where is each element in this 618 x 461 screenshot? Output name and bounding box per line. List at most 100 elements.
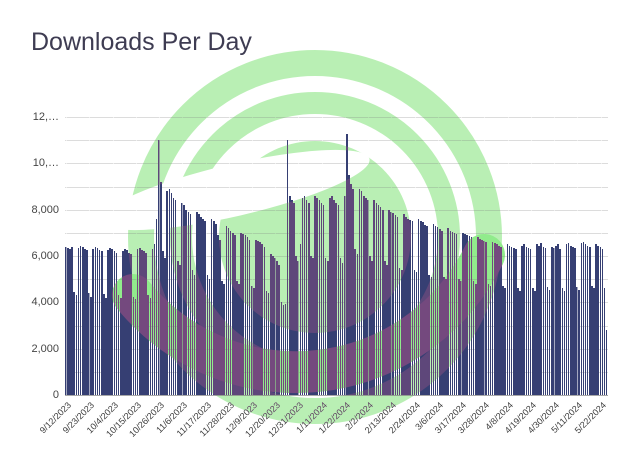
bar[interactable] [591, 286, 593, 395]
bar[interactable] [569, 245, 572, 395]
bar[interactable] [100, 251, 103, 395]
bar[interactable] [605, 330, 608, 395]
v-gridline [554, 117, 556, 395]
bar[interactable] [586, 245, 589, 395]
v-gridline [89, 117, 91, 395]
bar[interactable] [504, 288, 507, 395]
bar[interactable] [559, 249, 561, 395]
v-gridline [159, 117, 161, 395]
bar[interactable] [567, 243, 570, 395]
bar[interactable] [534, 290, 536, 395]
y-axis-label: 10,… [32, 157, 59, 170]
v-gridline [321, 117, 323, 395]
bar[interactable] [542, 246, 545, 395]
bar[interactable] [67, 247, 69, 395]
bar[interactable] [576, 287, 578, 395]
bar[interactable] [92, 249, 95, 395]
bar[interactable] [557, 244, 559, 395]
bar[interactable] [595, 244, 597, 395]
bar[interactable] [81, 246, 84, 395]
bar[interactable] [69, 249, 71, 395]
bar[interactable] [525, 246, 528, 395]
bar[interactable] [521, 245, 523, 395]
v-gridline [530, 117, 532, 395]
bar[interactable] [593, 288, 595, 395]
bar[interactable] [105, 297, 107, 395]
bar[interactable] [578, 289, 581, 395]
bar[interactable] [546, 287, 549, 395]
bar[interactable] [529, 249, 532, 395]
bar[interactable] [601, 249, 604, 395]
bar[interactable] [107, 250, 109, 395]
bar[interactable] [90, 296, 92, 395]
page-title: Downloads Per Day [31, 28, 252, 56]
bar[interactable] [603, 288, 606, 395]
bar[interactable] [73, 291, 76, 395]
bar[interactable] [553, 247, 555, 395]
bar[interactable] [538, 245, 540, 395]
y-axis-label: 6,000 [31, 250, 59, 262]
bar[interactable] [519, 290, 521, 395]
v-gridline [600, 117, 602, 395]
h-gridline [65, 186, 608, 188]
bar[interactable] [510, 246, 513, 395]
bar[interactable] [531, 288, 534, 395]
h-gridline [65, 117, 608, 118]
bar[interactable] [582, 242, 585, 395]
bar[interactable] [563, 290, 566, 395]
v-gridline [391, 117, 393, 395]
bar[interactable] [555, 245, 557, 395]
bar[interactable] [527, 247, 530, 395]
bar[interactable] [572, 246, 574, 395]
bar[interactable] [574, 247, 576, 395]
bar[interactable] [86, 250, 88, 395]
bar[interactable] [96, 247, 99, 395]
bar[interactable] [588, 246, 591, 395]
bar[interactable] [65, 246, 67, 395]
bar[interactable] [515, 249, 517, 395]
bar[interactable] [79, 245, 82, 395]
bar[interactable] [109, 247, 111, 395]
bar[interactable] [599, 246, 602, 395]
bar[interactable] [580, 243, 583, 395]
v-gridline [112, 117, 114, 395]
bar[interactable] [88, 293, 90, 395]
v-gridline [66, 117, 68, 395]
bar[interactable] [512, 247, 515, 395]
v-gridline [275, 117, 277, 395]
bar[interactable] [523, 244, 526, 395]
bar[interactable] [84, 249, 86, 395]
h-gridline [65, 163, 608, 165]
bar[interactable] [75, 295, 78, 395]
h-gridline [65, 140, 608, 142]
v-gridline [251, 117, 253, 395]
bar[interactable] [98, 250, 101, 395]
bar[interactable] [71, 246, 73, 395]
bar[interactable] [597, 245, 600, 395]
v-gridline [298, 117, 300, 395]
bar[interactable] [584, 244, 587, 395]
bar[interactable] [94, 246, 97, 395]
bar[interactable] [506, 244, 509, 395]
bar[interactable] [550, 246, 553, 395]
bar[interactable] [548, 289, 551, 395]
bar[interactable] [77, 247, 80, 395]
h-gridline [65, 395, 608, 396]
bar[interactable] [103, 294, 105, 395]
bar[interactable] [536, 244, 538, 395]
v-gridline [507, 117, 509, 395]
bar[interactable] [508, 245, 511, 395]
v-gridline [368, 117, 370, 395]
y-axis-label: 12,… [32, 111, 59, 123]
v-gridline [437, 117, 439, 395]
bar[interactable] [544, 247, 547, 395]
plot-area [65, 117, 608, 396]
v-gridline [461, 117, 463, 395]
bar[interactable] [540, 243, 542, 395]
v-gridline [577, 117, 579, 395]
bar[interactable] [517, 288, 519, 395]
bar[interactable] [561, 288, 564, 395]
v-gridline [135, 117, 137, 395]
bar[interactable] [565, 244, 568, 395]
